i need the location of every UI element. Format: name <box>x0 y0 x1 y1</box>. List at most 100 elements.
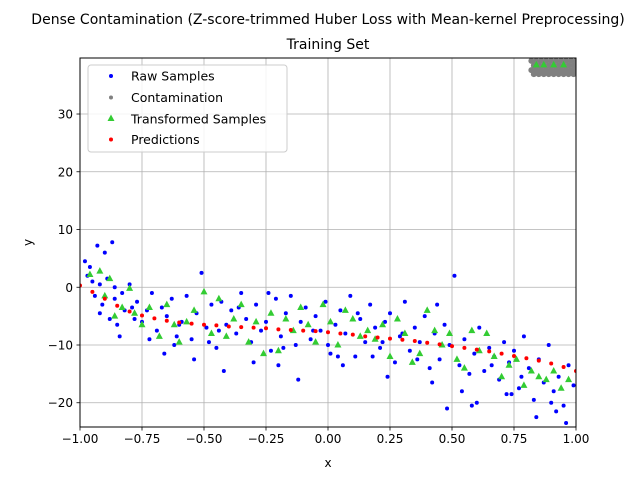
point-transformed-samples <box>111 312 119 319</box>
point-raw-samples <box>87 265 92 270</box>
point-predictions <box>115 303 120 308</box>
point-predictions <box>202 322 206 327</box>
point-transformed-samples <box>175 338 183 345</box>
point-raw-samples <box>254 302 259 307</box>
point-raw-samples <box>531 397 536 402</box>
point-contamination <box>555 71 562 78</box>
point-predictions <box>326 330 330 335</box>
point-raw-samples <box>273 296 278 301</box>
series-raw-samples <box>82 240 576 425</box>
point-raw-samples <box>164 314 169 319</box>
point-raw-samples <box>549 400 554 405</box>
series-transformed-samples <box>86 60 573 391</box>
point-transformed-samples <box>183 317 191 325</box>
series-predictions <box>80 283 576 373</box>
point-transformed-samples <box>126 284 134 291</box>
point-transformed-samples <box>297 303 305 310</box>
point-raw-samples <box>159 305 164 310</box>
legend-label-predictions: Predictions <box>131 132 200 147</box>
x-tick-label: −0.25 <box>248 432 285 446</box>
point-transformed-samples <box>475 346 483 354</box>
point-raw-samples <box>487 345 492 350</box>
ticks: −1.00 −0.75 −0.50 −0.25 0.00 0.25 0.50 0.75 1.00… <box>48 108 590 446</box>
point-contamination <box>540 71 547 78</box>
point-raw-samples <box>402 299 407 304</box>
point-transformed-samples <box>274 346 282 354</box>
point-predictions <box>561 364 566 369</box>
point-transformed-samples <box>282 315 290 322</box>
point-raw-samples <box>189 337 194 342</box>
point-transformed-samples <box>356 332 364 339</box>
point-raw-samples <box>556 374 561 379</box>
point-raw-samples <box>221 368 226 373</box>
point-contamination <box>538 58 545 64</box>
point-predictions <box>549 361 554 366</box>
point-raw-samples <box>564 420 569 425</box>
point-raw-samples <box>551 389 556 394</box>
point-transformed-samples <box>260 349 268 357</box>
legend: Raw Samples Contamination Transformed Sa… <box>87 64 288 153</box>
point-transformed-samples <box>230 315 238 322</box>
point-raw-samples <box>264 319 268 324</box>
point-raw-samples <box>184 293 189 298</box>
point-transformed-samples <box>334 341 342 348</box>
point-raw-samples <box>388 311 392 316</box>
point-transformed-samples <box>364 326 372 334</box>
x-tick-label: −0.50 <box>186 432 223 446</box>
x-tick-label: 1.00 <box>563 432 590 446</box>
point-raw-samples <box>554 409 559 414</box>
x-tick-label: −1.00 <box>62 432 99 446</box>
point-predictions <box>462 345 467 350</box>
point-raw-samples <box>435 302 440 307</box>
point-raw-samples <box>333 322 338 327</box>
point-transformed-samples <box>468 326 476 334</box>
point-raw-samples <box>348 293 353 298</box>
point-predictions <box>288 327 293 332</box>
point-transformed-samples <box>304 320 312 328</box>
point-raw-samples <box>326 343 330 347</box>
point-transformed-samples <box>106 274 114 282</box>
point-raw-samples <box>373 325 378 330</box>
x-tick-label: 0.25 <box>377 432 404 446</box>
point-transformed-samples <box>326 317 334 325</box>
point-raw-samples <box>340 363 345 368</box>
point-transformed-samples <box>532 60 540 68</box>
point-raw-samples <box>467 371 472 376</box>
point-raw-samples <box>407 348 412 353</box>
point-contamination <box>573 58 576 64</box>
point-raw-samples <box>293 343 298 347</box>
point-raw-samples <box>338 308 343 313</box>
point-raw-samples <box>566 363 571 368</box>
point-raw-samples <box>358 317 363 322</box>
y-tick-label: 20 <box>58 165 73 179</box>
point-raw-samples <box>298 319 303 324</box>
point-contamination <box>535 71 542 78</box>
point-raw-samples <box>482 368 487 373</box>
point-raw-samples <box>199 270 204 275</box>
point-transformed-samples <box>131 309 139 316</box>
point-predictions <box>350 332 355 337</box>
point-transformed-samples <box>215 294 223 302</box>
y-tick-label: 0 <box>65 281 73 295</box>
point-raw-samples <box>417 340 422 345</box>
point-raw-samples <box>214 345 219 350</box>
point-transformed-samples <box>371 335 379 342</box>
point-transformed-samples <box>163 300 171 308</box>
point-transformed-samples <box>170 320 178 328</box>
point-raw-samples <box>281 345 286 350</box>
point-raw-samples <box>502 340 507 345</box>
point-raw-samples <box>457 363 462 368</box>
point-raw-samples <box>469 403 474 408</box>
point-predictions <box>313 329 318 334</box>
point-transformed-samples <box>550 366 558 374</box>
point-raw-samples <box>519 374 524 379</box>
point-transformed-samples <box>200 287 208 295</box>
point-raw-samples <box>427 366 432 371</box>
point-raw-samples <box>172 343 177 347</box>
point-transformed-samples <box>557 384 565 391</box>
point-raw-samples <box>318 328 323 333</box>
point-transformed-samples <box>423 306 431 313</box>
point-transformed-samples <box>542 375 550 383</box>
legend-marker-raw-samples <box>109 74 113 78</box>
point-transformed-samples <box>155 332 163 339</box>
